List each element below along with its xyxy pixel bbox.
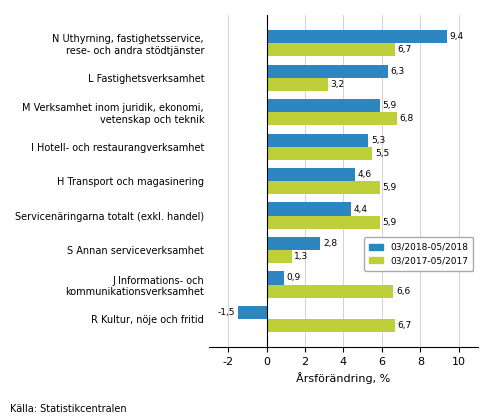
Bar <box>267 237 320 250</box>
X-axis label: Årsförändring, %: Årsförändring, % <box>296 372 390 384</box>
Bar <box>267 319 395 332</box>
Text: 6,3: 6,3 <box>390 67 404 76</box>
Text: 5,5: 5,5 <box>375 149 389 158</box>
Text: 9,4: 9,4 <box>450 32 464 41</box>
Bar <box>267 203 351 215</box>
Bar <box>267 168 355 181</box>
Bar <box>267 250 292 263</box>
Text: 0,9: 0,9 <box>286 273 301 282</box>
Text: 5,3: 5,3 <box>371 136 385 145</box>
Bar <box>267 30 447 43</box>
Text: 5,9: 5,9 <box>383 101 397 110</box>
Bar <box>267 99 380 112</box>
Text: 5,9: 5,9 <box>383 183 397 192</box>
Bar <box>267 181 380 194</box>
Bar <box>267 215 380 229</box>
Text: 6,7: 6,7 <box>398 321 412 330</box>
Text: 2,8: 2,8 <box>323 239 337 248</box>
Text: 4,6: 4,6 <box>357 170 372 179</box>
Text: 1,3: 1,3 <box>294 252 308 261</box>
Text: 6,7: 6,7 <box>398 45 412 54</box>
Bar <box>267 64 387 78</box>
Legend: 03/2018-05/2018, 03/2017-05/2017: 03/2018-05/2018, 03/2017-05/2017 <box>364 238 473 271</box>
Bar <box>267 146 372 160</box>
Bar <box>267 285 393 297</box>
Text: 6,6: 6,6 <box>396 287 410 295</box>
Bar <box>267 112 397 125</box>
Bar <box>267 134 368 146</box>
Bar <box>238 306 267 319</box>
Text: 4,4: 4,4 <box>353 205 368 213</box>
Bar <box>267 271 284 285</box>
Text: 3,2: 3,2 <box>331 80 345 89</box>
Text: Källa: Statistikcentralen: Källa: Statistikcentralen <box>10 404 127 414</box>
Bar <box>267 78 328 91</box>
Text: 5,9: 5,9 <box>383 218 397 227</box>
Bar <box>267 43 395 56</box>
Text: -1,5: -1,5 <box>218 308 235 317</box>
Text: 6,8: 6,8 <box>400 114 414 123</box>
